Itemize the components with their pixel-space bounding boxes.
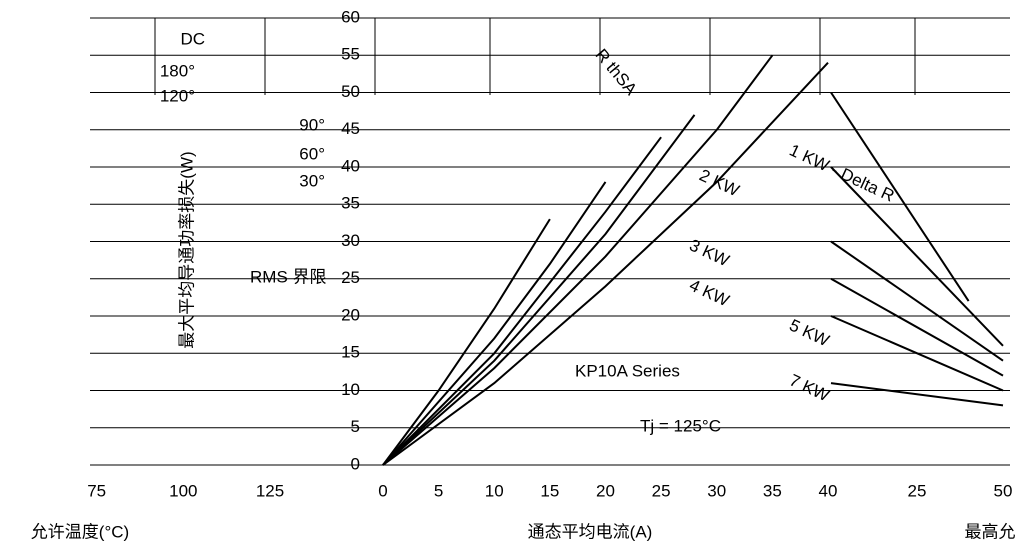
x-tick-label: 5 [434, 481, 443, 500]
x-tick-label: 35 [763, 481, 782, 500]
annotation: Tj = 125°C [640, 416, 721, 435]
x-tick-label: 50 [994, 481, 1013, 500]
series-line [830, 240, 1004, 362]
series-line [830, 277, 1004, 377]
y-tick-label: 20 [341, 305, 360, 324]
x-tick-label: 25 [908, 481, 927, 500]
y-tick-label: 55 [341, 45, 360, 64]
y-tick-label: 40 [341, 156, 360, 175]
x-axis-label: 通态平均电流(A) [528, 522, 653, 541]
y-tick-label: 35 [341, 194, 360, 213]
series-label: 90° [299, 115, 325, 134]
series-line [382, 181, 607, 466]
x-tick-label: 15 [540, 481, 559, 500]
annotation: R thSA [592, 45, 642, 99]
series-line [382, 54, 774, 466]
y-tick-label: 25 [341, 268, 360, 287]
y-tick-label: 0 [351, 454, 360, 473]
series-label: 7 KW [786, 370, 832, 405]
series-label: 60° [299, 144, 325, 163]
y-tick-label: 30 [341, 231, 360, 250]
series-label: 120° [160, 86, 195, 105]
x-tick-label: 125 [256, 481, 284, 500]
annotation: RMS 界限 [250, 267, 327, 286]
x-tick-label: 30 [707, 481, 726, 500]
series-label: 180° [160, 61, 195, 80]
x-tick-label: 40 [819, 481, 838, 500]
x-tick-label: 100 [169, 481, 197, 500]
series-line [830, 382, 1004, 407]
series-line [382, 218, 551, 466]
series-label: 4 KW [686, 275, 732, 310]
annotation: KP10A Series [575, 361, 680, 380]
series-label: DC [180, 29, 205, 48]
x-axis-label: 最高允 [965, 522, 1016, 541]
series-label: 3 KW [686, 235, 732, 270]
y-tick-label: 45 [341, 119, 360, 138]
x-tick-label: 0 [378, 481, 387, 500]
series-label: 5 KW [786, 315, 832, 350]
series-label: 1 KW - Delta R [786, 140, 897, 205]
series-line [382, 136, 662, 466]
y-axis-label: 最大平均导通功率损失(W) [177, 151, 196, 348]
series-line [830, 166, 1004, 347]
y-tick-label: 50 [341, 82, 360, 101]
x-tick-label: 75 [87, 481, 106, 500]
x-tick-label: 20 [596, 481, 615, 500]
y-tick-label: 5 [351, 417, 360, 436]
series-line [382, 114, 696, 466]
y-tick-label: 10 [341, 380, 360, 399]
y-tick-label: 60 [341, 7, 360, 26]
series-line [830, 91, 970, 302]
series-line [830, 315, 1004, 392]
x-tick-label: 10 [485, 481, 504, 500]
x-axis-label: 允许温度(°C) [31, 522, 129, 541]
x-tick-label: 25 [652, 481, 671, 500]
series-label: 30° [299, 171, 325, 190]
series-line [382, 62, 829, 466]
y-tick-label: 15 [341, 343, 360, 362]
